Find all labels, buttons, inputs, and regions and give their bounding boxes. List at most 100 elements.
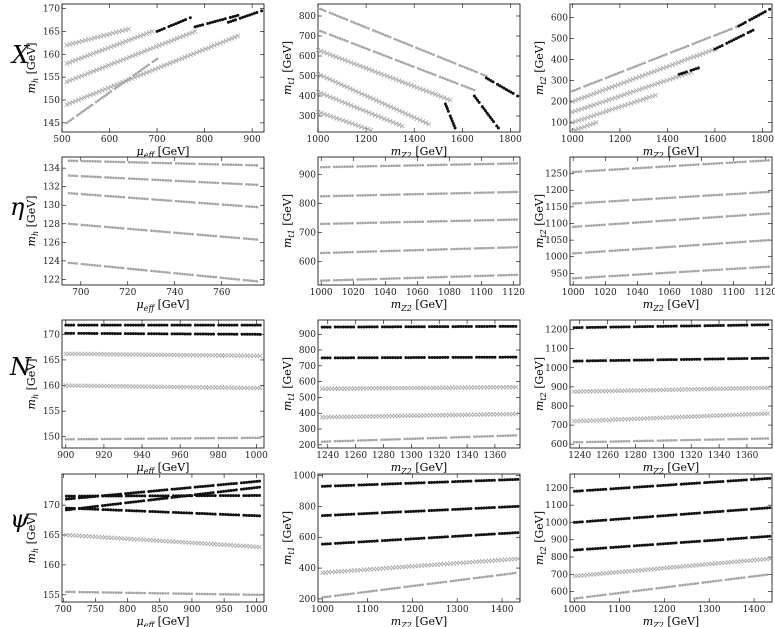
data-point [604, 487, 608, 491]
data-point [497, 274, 500, 277]
data-point [190, 511, 194, 515]
data-point [156, 510, 160, 514]
data-point [230, 436, 233, 440]
data-point [682, 482, 686, 486]
data-point [738, 240, 742, 244]
data-point [372, 589, 376, 593]
data-point [603, 200, 606, 203]
data-point [414, 116, 420, 122]
data-point [735, 437, 738, 441]
data-point [229, 494, 233, 498]
data-point [169, 179, 173, 182]
data-point [244, 494, 248, 498]
data-point [370, 96, 376, 102]
x-tick-label: 1000 [307, 135, 330, 145]
data-point [446, 325, 450, 329]
data-point [85, 331, 89, 335]
data-point [477, 479, 481, 483]
data-point [763, 10, 767, 14]
data-point [370, 483, 374, 487]
data-point [430, 536, 434, 540]
data-point [332, 194, 336, 198]
data-point [592, 250, 596, 254]
data-point [72, 261, 76, 265]
data-point [706, 324, 710, 328]
data-point [387, 164, 391, 168]
data-point [603, 275, 606, 278]
data-point [363, 65, 369, 71]
data-point [674, 513, 678, 517]
data-point [257, 353, 263, 359]
data-point [718, 45, 722, 49]
data-point [188, 323, 192, 327]
data-point [640, 439, 644, 443]
data-point [507, 218, 511, 222]
data-point [608, 168, 612, 172]
data-point [188, 332, 192, 336]
data-point [417, 47, 421, 51]
data-point [338, 194, 341, 198]
data-point [651, 69, 657, 74]
data-point [636, 64, 639, 67]
data-point [132, 73, 136, 77]
data-point [461, 325, 465, 329]
data-point [480, 105, 484, 109]
data-point [161, 510, 165, 514]
y-tick-label: 155 [43, 407, 60, 417]
x-tick-label: 1020 [342, 288, 365, 298]
data-point [80, 507, 84, 511]
data-point [596, 594, 599, 597]
x-tick-label: 940 [133, 451, 150, 461]
data-point [575, 87, 579, 91]
data-point [697, 217, 700, 220]
data-point [72, 506, 76, 510]
data-point [422, 536, 426, 540]
x-tick-label: 1000 [562, 288, 585, 298]
series-0 [572, 476, 772, 493]
data-point [757, 535, 761, 539]
data-point [588, 359, 592, 363]
data-point [171, 510, 175, 514]
data-point [627, 486, 631, 490]
data-point [670, 75, 676, 81]
data-point [369, 221, 373, 225]
data-point [659, 439, 662, 442]
data-point [742, 478, 746, 482]
data-point [687, 540, 691, 544]
data-point [211, 181, 214, 184]
data-point [323, 9, 327, 13]
data-point [365, 47, 369, 51]
data-point [658, 80, 664, 85]
data-point [708, 480, 712, 484]
data-point [182, 592, 186, 595]
data-point [88, 193, 92, 197]
data-point [600, 250, 604, 253]
series-2 [67, 191, 259, 209]
data-point [606, 97, 612, 103]
data-point [323, 484, 327, 488]
data-point [750, 507, 754, 511]
data-point [72, 192, 76, 195]
data-point [398, 586, 401, 589]
data-point [637, 87, 642, 92]
data-point [441, 325, 445, 329]
x-tick-label: 1600 [451, 135, 474, 145]
data-point [455, 435, 458, 439]
data-point [509, 324, 513, 328]
data-point [691, 269, 695, 273]
data-point [750, 478, 754, 482]
data-point [218, 494, 222, 498]
data-point [103, 503, 107, 507]
data-point [248, 332, 252, 336]
data-point [199, 436, 202, 440]
data-point [65, 121, 69, 125]
data-point [106, 225, 109, 229]
data-point [132, 161, 136, 164]
data-point [467, 355, 471, 359]
data-point [129, 500, 133, 504]
data-point [739, 508, 743, 512]
data-point [498, 505, 502, 509]
y-tick-label: 170 [43, 501, 60, 511]
data-point [409, 64, 413, 67]
data-point [611, 199, 614, 203]
